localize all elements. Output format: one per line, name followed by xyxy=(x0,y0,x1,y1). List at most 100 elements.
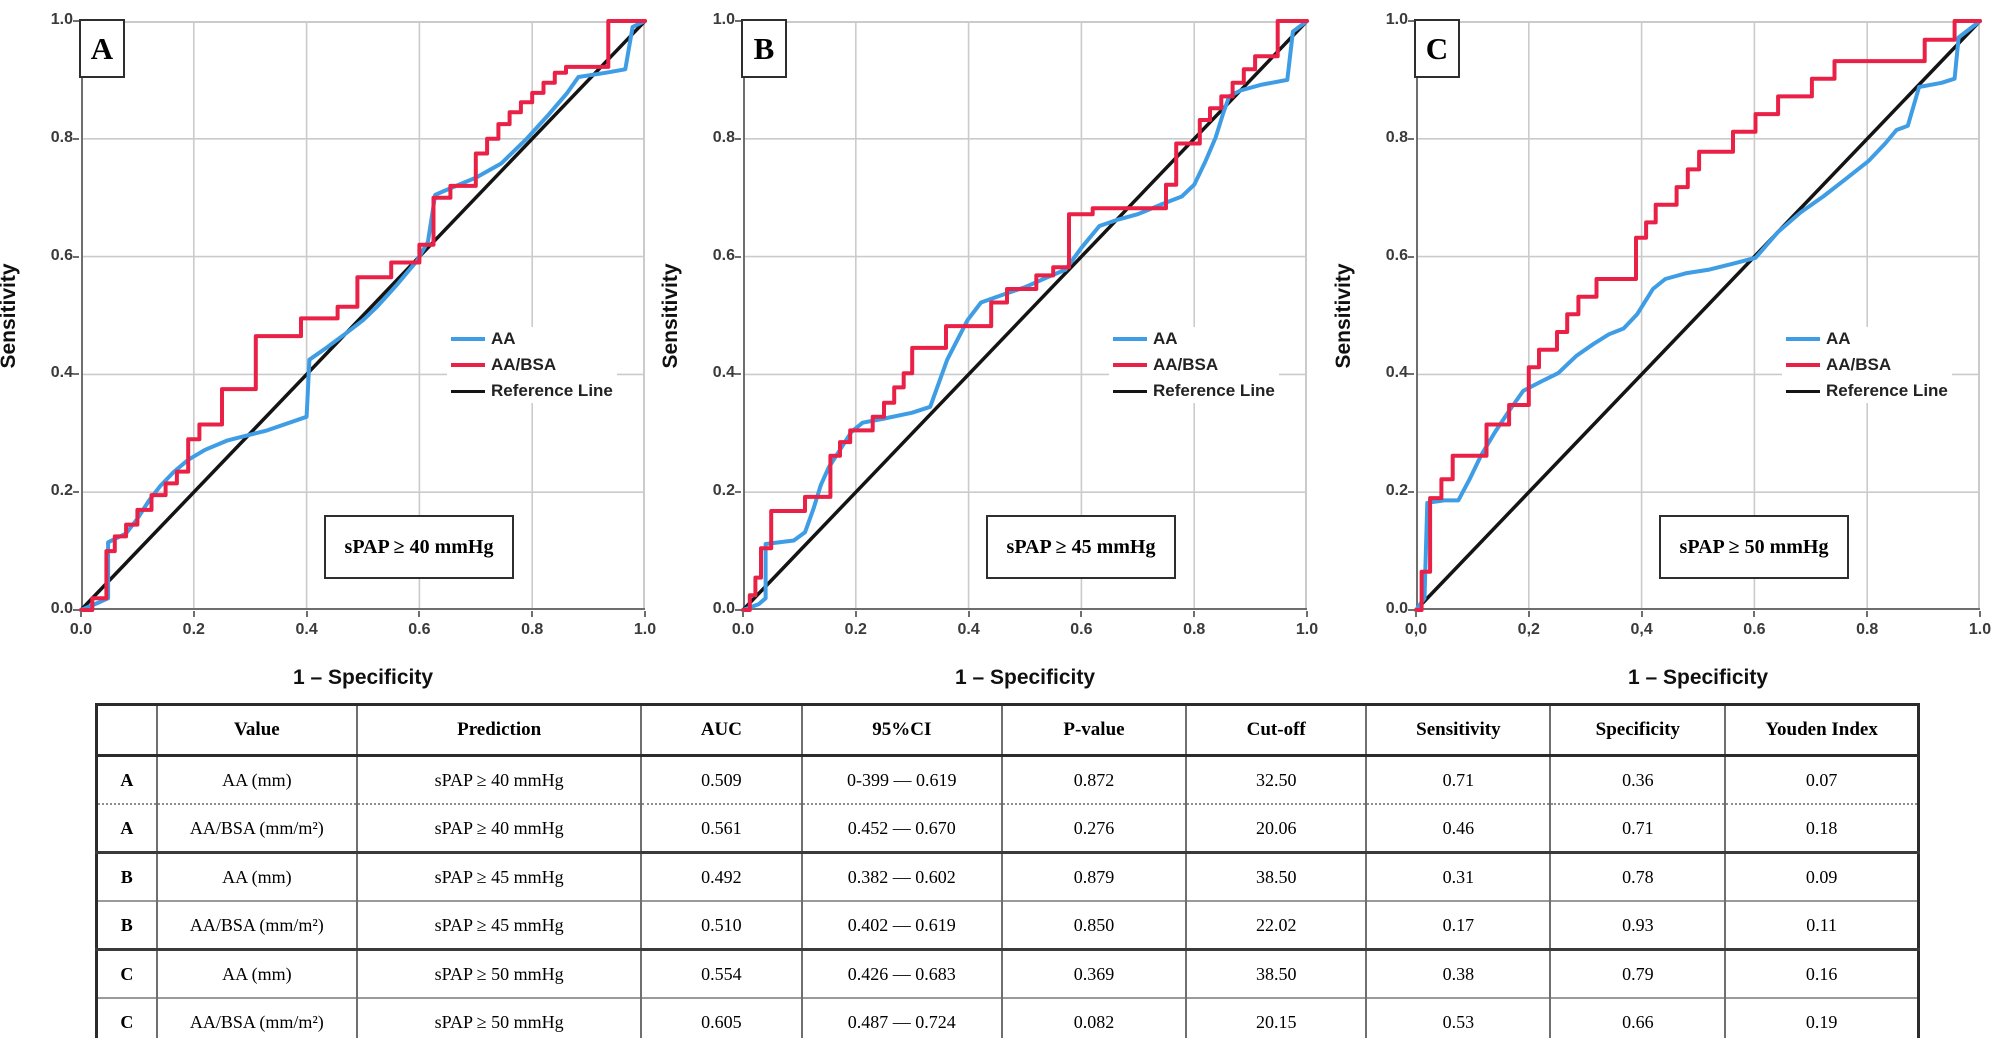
x-tick-mark xyxy=(305,611,308,617)
y-tick-label: 0.4 xyxy=(712,364,735,382)
table-header-cell: Youden Index xyxy=(1724,704,1919,756)
table-cell: 0.78 xyxy=(1549,852,1726,901)
table-header-cell: Cut-off xyxy=(1184,704,1367,756)
x-tick-label: 0,2 xyxy=(1517,621,1540,638)
x-tick-label: 0.4 xyxy=(957,621,980,638)
x-tick-mark xyxy=(1527,611,1530,617)
table-cell: 0.09 xyxy=(1724,852,1919,901)
y-tick-label: 0.6 xyxy=(1385,246,1408,264)
table-cell-panel-letter: A xyxy=(120,817,134,838)
table-cell: 0.19 xyxy=(1724,998,1919,1038)
table-cell: 0-399 — 0.619 xyxy=(800,755,1002,804)
x-tick-mark xyxy=(1640,611,1643,617)
table-cell: 0.492 xyxy=(640,852,802,901)
panel-letter: C xyxy=(1425,30,1449,66)
y-tick-mark xyxy=(735,137,741,140)
y-tick-label: 0.0 xyxy=(712,600,735,617)
x-tick-label: 0.2 xyxy=(844,621,867,638)
roc-panel-a: A sPAP ≥ 40 mmHg AA AA/BSA Reference Line … xyxy=(0,11,656,689)
roc-curve-reference-line xyxy=(1414,19,1982,612)
roc-panel-b: B sPAP ≥ 45 mmHg AA AA/BSA Reference Line … xyxy=(659,11,1318,689)
table-cell: 0.11 xyxy=(1724,901,1919,950)
y-tick-label: 0.8 xyxy=(50,128,73,146)
table-cell: 0.17 xyxy=(1365,901,1551,950)
x-tick-label: 1.0 xyxy=(1968,621,1992,638)
table-cell-panel-letter: C xyxy=(120,1011,134,1032)
table-cell: 32.50 xyxy=(1184,755,1367,804)
y-tick-mark xyxy=(73,373,79,376)
y-tick-label: 0.0 xyxy=(50,600,73,617)
y-tick-label: 0.2 xyxy=(1385,482,1408,500)
legend-label: AA xyxy=(491,329,516,348)
x-tick-label: 0.8 xyxy=(1856,621,1879,638)
legend-row: AA xyxy=(451,329,613,349)
table-cell: 0.426 — 0.683 xyxy=(800,949,1002,998)
table-cell-panel-letter: A xyxy=(120,769,134,790)
threshold-annotation: sPAP ≥ 40 mmHg xyxy=(344,535,494,558)
x-tick-label: 0.6 xyxy=(1070,621,1093,638)
roc-curve-reference-line xyxy=(79,19,647,612)
x-tick-label: 0.6 xyxy=(1743,621,1766,638)
x-tick-mark xyxy=(1080,611,1083,617)
y-tick-label: 0.2 xyxy=(50,482,73,500)
table-cell: AA/BSA (mm/m²) xyxy=(155,804,358,853)
table-header-cell: P-value xyxy=(1000,704,1186,756)
y-tick-mark xyxy=(1408,609,1414,611)
legend-line-swatch xyxy=(451,337,485,341)
legend-line-swatch xyxy=(1786,389,1820,393)
table-header-cell: AUC xyxy=(640,704,802,756)
y-axis-title: Sensitivity xyxy=(0,262,20,369)
legend-row: Reference Line xyxy=(451,381,613,401)
y-tick-label: 0.4 xyxy=(50,364,73,382)
table-cell: 22.02 xyxy=(1184,901,1367,950)
legend-line-swatch xyxy=(1113,337,1147,341)
table-row: B AA (mm) sPAP ≥ 45 mmHg 0.492 0.382 — 0.602… xyxy=(96,852,1919,901)
x-tick-label: 0,0 xyxy=(1404,621,1428,638)
panel-letter-box: B xyxy=(741,19,787,78)
table-cell: 0.554 xyxy=(640,949,802,998)
threshold-annotation-box: sPAP ≥ 50 mmHg xyxy=(1659,515,1849,579)
table-cell: 20.15 xyxy=(1184,998,1367,1038)
y-tick-mark xyxy=(73,255,79,258)
roc-curve-aa-bsa xyxy=(79,19,647,612)
table-cell: sPAP ≥ 45 mmHg xyxy=(356,852,642,901)
roc-panel-c: C sPAP ≥ 50 mmHg AA AA/BSA Reference Line … xyxy=(1332,11,1991,689)
legend-row: AA xyxy=(1113,329,1275,349)
panel-letter: B xyxy=(753,30,775,66)
threshold-annotation: sPAP ≥ 50 mmHg xyxy=(1679,535,1829,558)
legend-label: AA/BSA xyxy=(491,355,557,374)
table-cell: AA/BSA (mm/m²) xyxy=(155,901,358,950)
legend-line-swatch xyxy=(1113,389,1147,393)
roc-curve-aa-bsa xyxy=(741,19,1309,612)
x-tick-mark xyxy=(1193,611,1196,617)
y-tick-label: 0.4 xyxy=(1385,364,1408,382)
table-cell: 20.06 xyxy=(1184,804,1367,853)
legend-label: Reference Line xyxy=(491,381,613,400)
y-tick-label: 0.6 xyxy=(50,246,73,264)
table-cell: 0.71 xyxy=(1365,755,1551,804)
table-cell: 0.510 xyxy=(640,901,802,950)
roc-curve-aa-bsa xyxy=(1414,19,1982,612)
table-cell: 0.452 — 0.670 xyxy=(800,804,1002,853)
table-cell: 0.38 xyxy=(1365,949,1551,998)
threshold-annotation-box: sPAP ≥ 40 mmHg xyxy=(324,515,514,579)
table-cell: 0.561 xyxy=(640,804,802,853)
table-header-cell: Specificity xyxy=(1549,704,1726,756)
table-cell: 0.605 xyxy=(640,998,802,1038)
x-tick-mark xyxy=(644,611,646,617)
x-tick-label: 1.0 xyxy=(633,621,657,638)
y-tick-label: 1.0 xyxy=(712,11,735,28)
table-cell: 0.509 xyxy=(640,755,802,804)
panel-letter: A xyxy=(90,30,114,66)
legend-line-swatch xyxy=(451,389,485,393)
table-header-cell: Value xyxy=(155,704,358,756)
y-tick-label: 0.8 xyxy=(712,128,735,146)
table-cell: 0.276 xyxy=(1000,804,1186,853)
threshold-annotation-box: sPAP ≥ 45 mmHg xyxy=(986,515,1176,579)
legend-label: AA/BSA xyxy=(1153,355,1219,374)
x-tick-mark xyxy=(1866,611,1869,617)
legend: AA AA/BSA Reference Line xyxy=(447,327,617,403)
x-tick-mark xyxy=(80,611,82,617)
x-tick-mark xyxy=(967,611,970,617)
y-tick-label: 0.8 xyxy=(1385,128,1408,146)
